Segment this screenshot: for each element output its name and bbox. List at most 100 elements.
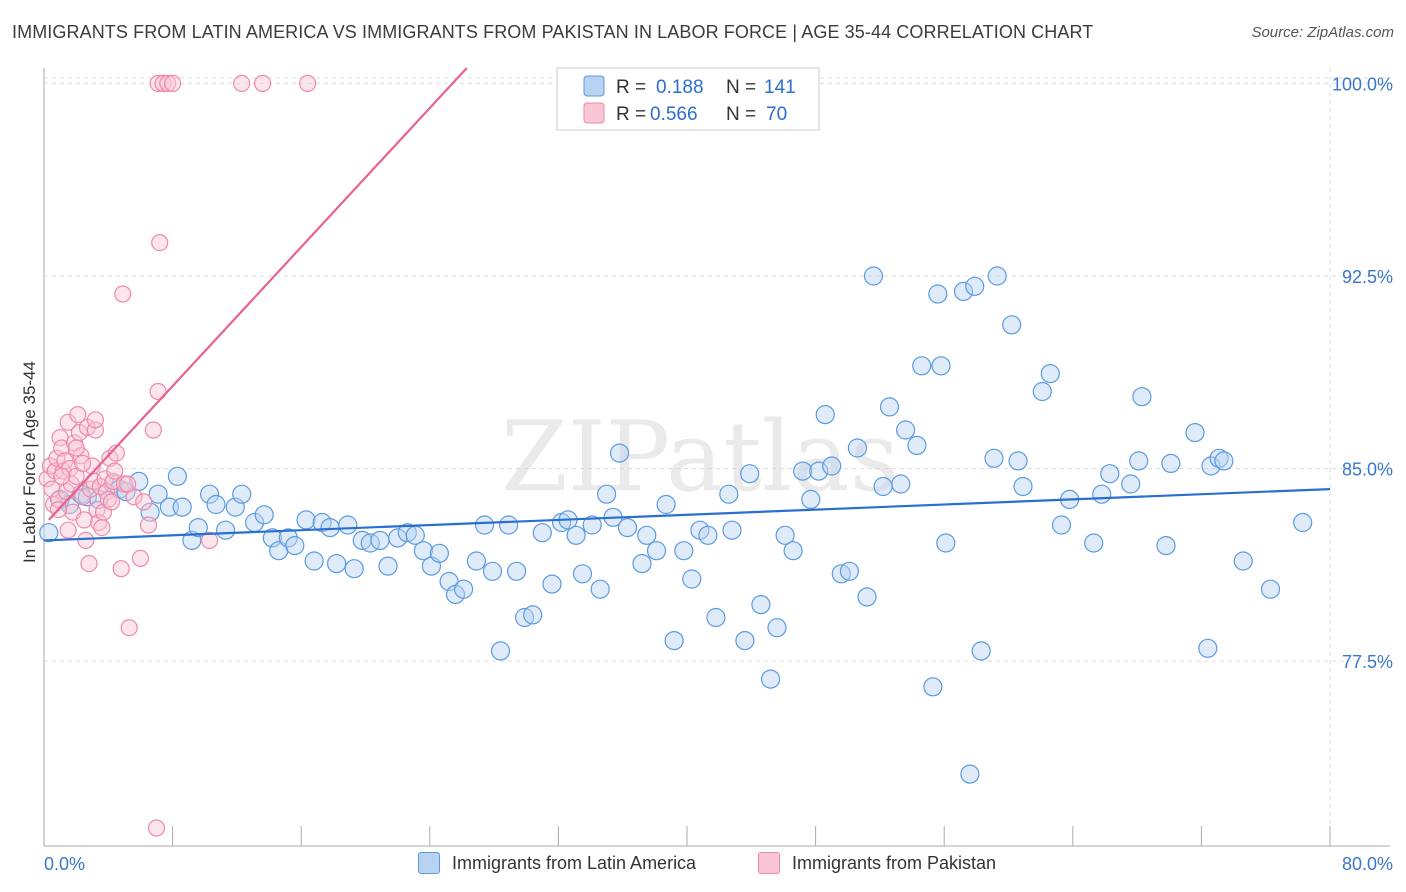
point-latin-america: [466, 551, 486, 571]
point-pakistan: [77, 531, 95, 550]
point-pakistan: [233, 74, 251, 93]
point-pakistan: [69, 406, 87, 424]
point-pakistan: [120, 619, 138, 637]
legend-swatch-pink: [758, 852, 780, 874]
point-latin-america: [971, 641, 991, 661]
point-latin-america: [39, 523, 59, 543]
point-latin-america: [801, 489, 821, 509]
point-latin-america: [338, 515, 358, 535]
watermark: ZIPatlas: [501, 401, 899, 513]
point-pakistan: [299, 74, 317, 93]
point-latin-america: [895, 420, 916, 440]
stats-legend-n-label: N =: [726, 77, 756, 98]
point-latin-america: [397, 523, 417, 543]
point-latin-america: [1092, 484, 1112, 504]
point-pakistan: [67, 439, 85, 457]
point-latin-america: [232, 484, 252, 504]
point-latin-america: [873, 476, 893, 497]
point-latin-america: [1013, 476, 1033, 497]
point-latin-america: [1156, 535, 1176, 556]
point-latin-america: [664, 630, 684, 651]
point-pakistan: [151, 234, 169, 252]
point-latin-america: [698, 525, 718, 545]
stats-legend-swatch-blue: [583, 75, 605, 97]
point-latin-america: [454, 579, 474, 599]
point-latin-america: [1132, 387, 1152, 407]
point-pakistan: [164, 74, 182, 93]
point-latin-america: [254, 505, 274, 525]
point-latin-america: [1233, 551, 1253, 571]
legend-label: Immigrants from Latin America: [452, 852, 697, 873]
trend-line-pakistan: [48, 67, 468, 521]
point-latin-america: [1002, 315, 1022, 335]
tick-labels: 77.5% 85.0% 92.5% 100.0% 0.0% 80.0%: [44, 74, 1393, 874]
point-latin-america: [847, 438, 868, 458]
point-latin-america: [637, 525, 657, 545]
point-latin-america: [1121, 474, 1141, 494]
point-latin-america: [923, 677, 943, 697]
chart-title: IMMIGRANTS FROM LATIN AMERICA VS IMMIGRA…: [12, 22, 1094, 42]
point-pakistan: [80, 554, 98, 573]
point-latin-america: [907, 435, 927, 455]
point-latin-america: [646, 541, 667, 561]
point-latin-america: [582, 515, 602, 535]
point-latin-america: [1293, 512, 1313, 533]
source-label: Source: ZipAtlas.com: [1251, 24, 1394, 41]
point-pakistan: [131, 549, 149, 568]
point-latin-america: [987, 266, 1007, 286]
point-latin-america: [1185, 423, 1205, 443]
point-pakistan: [90, 513, 108, 532]
point-latin-america: [413, 541, 433, 561]
point-latin-america: [912, 356, 932, 376]
point-pakistan: [139, 516, 158, 534]
point-latin-america: [566, 525, 586, 545]
point-latin-america: [1260, 579, 1281, 599]
point-latin-america: [590, 579, 610, 599]
point-latin-america: [148, 484, 168, 504]
point-latin-america: [1084, 533, 1104, 553]
point-latin-america: [499, 515, 519, 535]
point-latin-america: [936, 533, 956, 553]
bottom-legend: Immigrants from Latin America Immigrants…: [0, 852, 1406, 878]
point-pakistan: [144, 421, 162, 439]
point-latin-america: [719, 484, 739, 504]
point-latin-america: [879, 397, 900, 417]
point-latin-america: [429, 543, 449, 563]
point-latin-america: [632, 553, 652, 574]
stats-legend-r-label: R =: [616, 77, 646, 98]
series-latin-america: [39, 266, 1313, 784]
point-latin-america: [542, 574, 562, 594]
point-latin-america: [793, 461, 813, 481]
point-latin-america: [304, 551, 324, 571]
point-latin-america: [839, 561, 860, 581]
point-latin-america: [1008, 451, 1028, 471]
point-latin-america: [596, 484, 617, 504]
point-latin-america: [1040, 364, 1060, 384]
point-pakistan: [147, 819, 166, 837]
point-latin-america: [1161, 453, 1181, 473]
stats-legend-swatch-pink: [583, 102, 605, 124]
point-latin-america: [953, 281, 974, 301]
point-latin-america: [815, 405, 835, 425]
point-latin-america: [706, 607, 726, 628]
point-latin-america: [984, 448, 1004, 468]
stats-legend-r-value: 0.566: [650, 104, 698, 125]
point-pakistan: [154, 74, 172, 93]
x-tick-label: 80.0%: [1342, 854, 1393, 874]
point-latin-america: [200, 484, 220, 504]
legend-item-latin-america: Immigrants from Latin America: [418, 852, 696, 874]
point-latin-america: [760, 669, 781, 689]
y-tick-label: 92.5%: [1342, 267, 1393, 287]
point-latin-america: [172, 497, 192, 517]
point-latin-america: [751, 594, 771, 615]
point-latin-america: [285, 535, 305, 556]
point-latin-america: [1129, 451, 1149, 471]
point-latin-america: [140, 502, 160, 522]
y-tick-label: 77.5%: [1342, 652, 1393, 672]
point-latin-america: [1051, 515, 1072, 535]
point-pakistan: [106, 462, 124, 480]
point-latin-america: [320, 517, 340, 538]
y-axis-label-wrap: In Labor Force | Age 35-44: [18, 352, 42, 572]
point-latin-america: [278, 528, 298, 548]
point-latin-america: [188, 517, 208, 538]
